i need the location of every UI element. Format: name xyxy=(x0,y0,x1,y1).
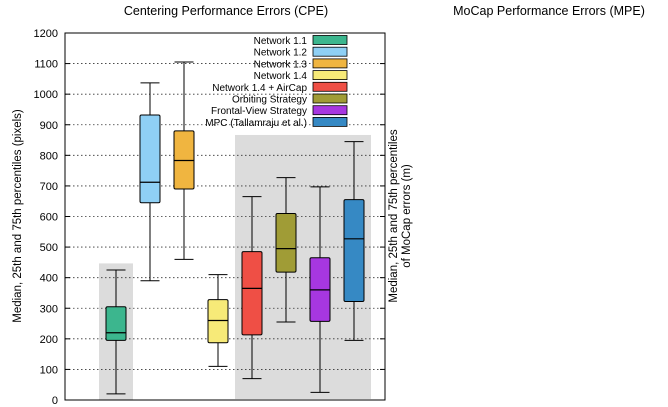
legend-label: Orbiting Strategy xyxy=(232,95,307,106)
legend-swatch xyxy=(312,70,348,80)
chart-mpe: MoCap Performance Errors (MPE) Median, 2… xyxy=(388,4,645,303)
y-tick-label: 700 xyxy=(40,181,58,193)
y-axis-label: Median, 25th and 75th percentilesof MoCa… xyxy=(388,129,413,303)
y-tick-label: 200 xyxy=(40,334,58,346)
legend-label: Frontal-View Strategy xyxy=(211,106,307,117)
y-tick-label: 800 xyxy=(40,150,58,162)
chart-title: Centering Performance Errors (CPE)0.60.6… xyxy=(124,4,328,18)
y-tick-label: 500 xyxy=(40,242,58,254)
legend-label: Network 1.4 xyxy=(254,71,308,82)
y-tick-label: 300 xyxy=(40,303,58,315)
legend-swatch xyxy=(312,58,348,69)
y-axis-label: Median, 25th and 75th percentiles (pixel… xyxy=(12,109,24,323)
legend-swatch xyxy=(312,46,348,57)
box-network-1-4 xyxy=(207,299,229,344)
legend-label: Network 1.3 xyxy=(254,59,308,70)
chart-title: MoCap Performance Errors (MPE) xyxy=(453,4,645,18)
legend-swatch xyxy=(312,35,348,45)
legend-label: Network 1.2 xyxy=(254,48,308,59)
box-mpc-tallamraju-et-al xyxy=(343,199,365,303)
y-tick-label: 0 xyxy=(52,395,58,407)
box-network-1-2 xyxy=(139,114,161,204)
box-network-1-3 xyxy=(173,130,195,190)
legend-label: MPC (Tallamraju et al.) xyxy=(205,118,307,129)
y-tick-label: 100 xyxy=(40,364,58,376)
box-orbiting-strategy xyxy=(275,212,297,273)
plot-frame xyxy=(64,32,386,401)
box-network-1-1 xyxy=(105,306,127,341)
chart-cpe: Centering Performance Errors (CPE)0.60.6… xyxy=(12,4,386,407)
y-tick-label: 1100 xyxy=(34,59,58,71)
y-tick-label: 1000 xyxy=(34,89,58,101)
legend-label: Network 1.4 + AirCap xyxy=(212,83,307,94)
legend-swatch xyxy=(312,117,348,127)
y-tick-label: 1200 xyxy=(34,28,58,40)
box-network-1-4-aircap xyxy=(241,251,263,336)
y-tick-label: 900 xyxy=(40,120,58,132)
y-tick-label: 400 xyxy=(40,273,58,285)
legend-label: Network 1.1 xyxy=(254,36,308,47)
legend-swatch xyxy=(312,93,348,104)
legend-swatch xyxy=(312,81,348,92)
legend-swatch xyxy=(312,105,348,116)
y-tick-label: 600 xyxy=(40,212,58,224)
